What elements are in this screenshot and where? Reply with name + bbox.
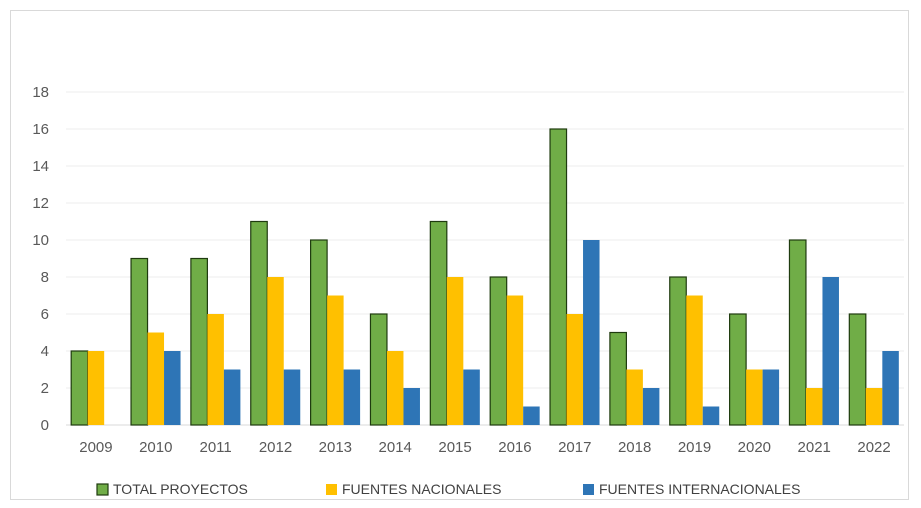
x-tick-label: 2012 bbox=[259, 439, 292, 456]
bar-fuentes-internacionales bbox=[762, 369, 780, 425]
bar-fuentes-internacionales bbox=[583, 240, 600, 425]
y-tick-label: 0 bbox=[41, 417, 49, 434]
legend-label: FUENTES NACIONALES bbox=[342, 481, 501, 497]
bar-fuentes-nacionales bbox=[147, 332, 165, 425]
legend-swatch bbox=[96, 483, 109, 496]
bar-fuentes-nacionales bbox=[327, 295, 344, 425]
bars bbox=[70, 128, 899, 426]
bar-fuentes-internacionales bbox=[164, 351, 181, 425]
legend-label: FUENTES INTERNACIONALES bbox=[599, 481, 800, 497]
bar-fuentes-nacionales bbox=[566, 314, 584, 425]
x-tick-label: 2014 bbox=[379, 439, 412, 456]
legend-swatch bbox=[583, 484, 594, 495]
x-tick-label: 2022 bbox=[857, 439, 890, 456]
bar-total-proyectos bbox=[729, 313, 747, 426]
bar-total-proyectos bbox=[190, 257, 208, 426]
y-tick-label: 10 bbox=[32, 232, 49, 249]
x-tick-label: 2016 bbox=[498, 439, 531, 456]
bar-total-proyectos bbox=[489, 276, 508, 426]
y-tick-label: 14 bbox=[32, 158, 49, 175]
bar-fuentes-internacionales bbox=[822, 277, 839, 425]
bar-fuentes-internacionales bbox=[223, 369, 241, 425]
x-tick-label: 2010 bbox=[139, 439, 172, 456]
bar-total-proyectos bbox=[669, 276, 687, 426]
bar-fuentes-internacionales bbox=[463, 369, 480, 425]
bar-total-proyectos bbox=[609, 331, 627, 426]
x-tick-label: 2013 bbox=[319, 439, 352, 456]
y-tick-label: 16 bbox=[32, 121, 49, 138]
chart-area: 0 2 4 6 8 10 12 14 16 18 2009 2010 2011 2012 2013 2014… bbox=[10, 10, 909, 500]
x-tick-label: 2021 bbox=[798, 439, 831, 456]
bar-total-proyectos bbox=[70, 350, 89, 426]
bar-total-proyectos bbox=[369, 313, 388, 426]
bar-fuentes-internacionales bbox=[523, 406, 540, 425]
bar-fuentes-internacionales bbox=[882, 351, 899, 425]
bar-fuentes-internacionales bbox=[343, 369, 361, 425]
bar-total-proyectos bbox=[788, 239, 807, 426]
bar-fuentes-nacionales bbox=[207, 314, 224, 425]
bar-fuentes-nacionales bbox=[87, 351, 105, 425]
x-tick-label: 2018 bbox=[618, 439, 651, 456]
bar-fuentes-nacionales bbox=[626, 369, 643, 425]
bar-total-proyectos bbox=[250, 220, 268, 426]
y-tick-label: 2 bbox=[41, 380, 49, 397]
y-tick-label: 12 bbox=[32, 195, 49, 212]
bar-total-proyectos bbox=[848, 313, 867, 426]
x-tick-label: 2019 bbox=[678, 439, 711, 456]
bar-fuentes-nacionales bbox=[686, 295, 703, 425]
x-tick-label: 2015 bbox=[438, 439, 471, 456]
bar-fuentes-nacionales bbox=[386, 351, 404, 425]
bar-fuentes-nacionales bbox=[805, 388, 823, 425]
bar-fuentes-nacionales bbox=[446, 277, 464, 425]
y-tick-label: 4 bbox=[41, 343, 49, 360]
legend: TOTAL PROYECTOS FUENTES NACIONALES FUENTES… bbox=[96, 481, 800, 497]
bar-total-proyectos bbox=[310, 239, 328, 426]
bar-fuentes-nacionales bbox=[267, 277, 284, 425]
bar-fuentes-internacionales bbox=[403, 388, 420, 425]
bar-fuentes-nacionales bbox=[746, 369, 763, 425]
y-axis-ticks: 0 2 4 6 8 10 12 14 16 18 bbox=[32, 84, 49, 434]
bar-fuentes-internacionales bbox=[283, 369, 301, 425]
bar-fuentes-nacionales bbox=[506, 295, 524, 425]
y-tick-label: 6 bbox=[41, 306, 49, 323]
bar-fuentes-nacionales bbox=[865, 388, 883, 425]
bar-total-proyectos bbox=[130, 257, 149, 426]
bar-fuentes-internacionales bbox=[642, 388, 660, 425]
x-tick-label: 2009 bbox=[79, 439, 112, 456]
x-tick-label: 2017 bbox=[558, 439, 591, 456]
bar-chart: 0 2 4 6 8 10 12 14 16 18 2009 2010 2011 2012 2013 2014… bbox=[32, 84, 904, 497]
bar-total-proyectos bbox=[429, 220, 448, 426]
legend-label: TOTAL PROYECTOS bbox=[113, 481, 248, 497]
y-tick-label: 18 bbox=[32, 84, 49, 101]
y-tick-label: 8 bbox=[41, 269, 49, 286]
bar-total-proyectos bbox=[549, 128, 568, 426]
x-tick-label: 2020 bbox=[738, 439, 771, 456]
legend-swatch bbox=[326, 484, 337, 495]
x-axis-ticks: 2009 2010 2011 2012 2013 2014 2015 2016 2017 2018… bbox=[79, 439, 891, 456]
bar-fuentes-internacionales bbox=[702, 406, 720, 425]
x-tick-label: 2011 bbox=[200, 439, 232, 456]
